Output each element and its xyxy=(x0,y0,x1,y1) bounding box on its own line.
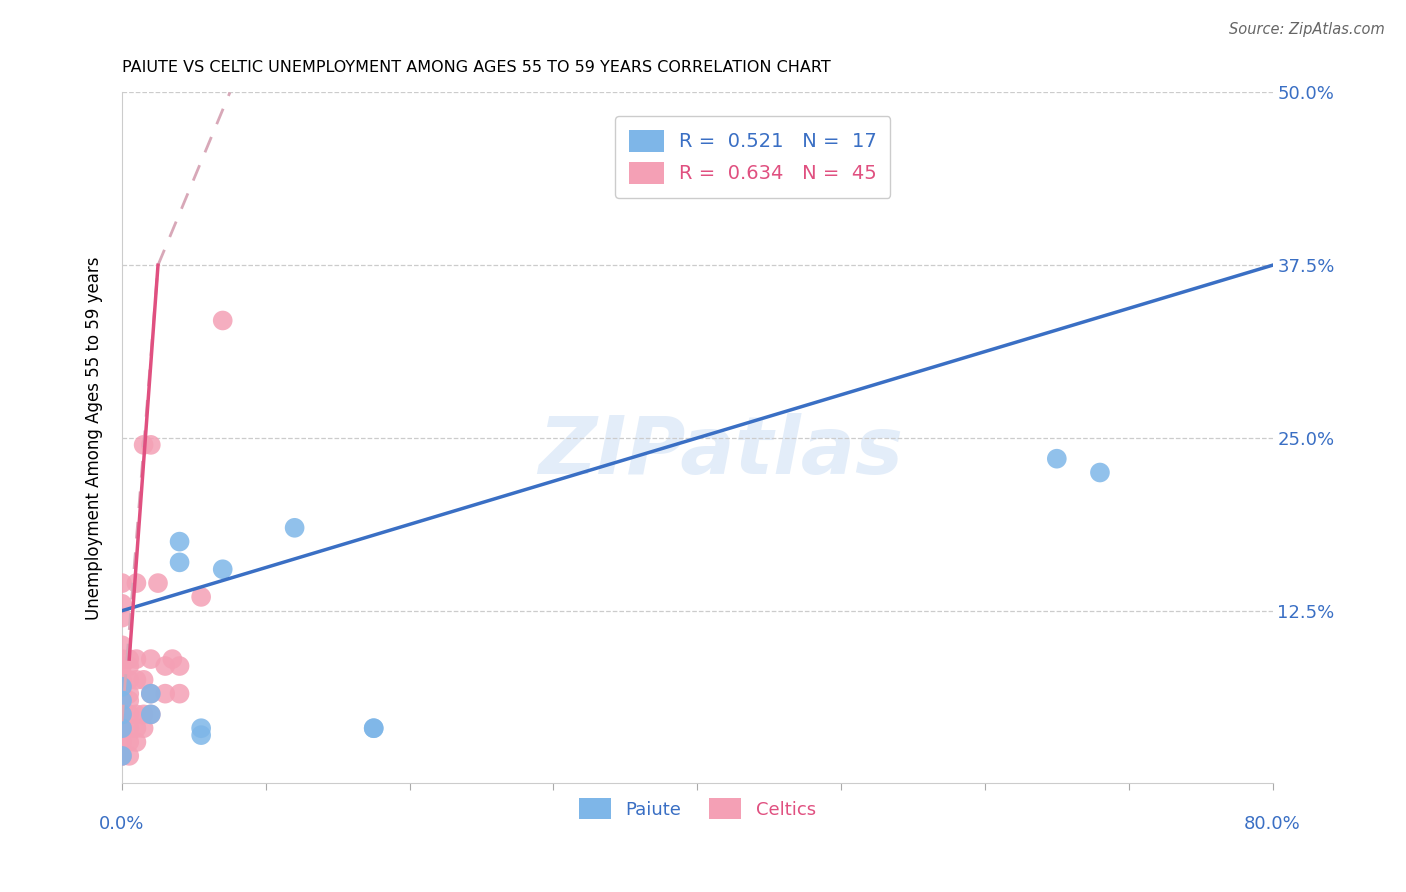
Point xyxy=(111,652,134,666)
Point xyxy=(132,707,155,722)
Point xyxy=(111,610,134,624)
Point xyxy=(139,707,162,722)
Point xyxy=(118,721,141,735)
Point xyxy=(1088,466,1111,480)
Point xyxy=(111,693,134,707)
Point xyxy=(118,693,141,707)
Point xyxy=(1046,451,1069,466)
Point xyxy=(118,735,141,749)
Point xyxy=(118,652,141,666)
Point xyxy=(139,652,162,666)
Point xyxy=(162,652,184,666)
Point xyxy=(111,638,134,652)
Text: 0.0%: 0.0% xyxy=(100,814,145,832)
Point xyxy=(284,521,307,535)
Point xyxy=(125,721,148,735)
Point xyxy=(363,721,385,735)
Point xyxy=(132,673,155,687)
Point xyxy=(111,748,134,763)
Point xyxy=(125,707,148,722)
Text: PAIUTE VS CELTIC UNEMPLOYMENT AMONG AGES 55 TO 59 YEARS CORRELATION CHART: PAIUTE VS CELTIC UNEMPLOYMENT AMONG AGES… xyxy=(122,60,831,75)
Point xyxy=(363,721,385,735)
Point xyxy=(190,590,212,604)
Point xyxy=(169,555,191,569)
Point xyxy=(190,728,212,742)
Point xyxy=(169,534,191,549)
Point xyxy=(146,576,169,591)
Point xyxy=(111,659,134,673)
Point xyxy=(211,313,233,327)
Point xyxy=(125,673,148,687)
Point xyxy=(111,721,134,735)
Point xyxy=(169,659,191,673)
Point xyxy=(153,659,176,673)
Point xyxy=(111,673,134,687)
Point xyxy=(118,707,141,722)
Point xyxy=(125,652,148,666)
Point xyxy=(211,562,233,576)
Legend: Paiute, Celtics: Paiute, Celtics xyxy=(572,791,823,826)
Point xyxy=(169,687,191,701)
Point xyxy=(139,438,162,452)
Point xyxy=(111,700,134,714)
Y-axis label: Unemployment Among Ages 55 to 59 years: Unemployment Among Ages 55 to 59 years xyxy=(86,256,103,620)
Point xyxy=(125,576,148,591)
Point xyxy=(132,721,155,735)
Text: Source: ZipAtlas.com: Source: ZipAtlas.com xyxy=(1229,22,1385,37)
Point xyxy=(111,680,134,694)
Point xyxy=(118,748,141,763)
Point xyxy=(118,673,141,687)
Point xyxy=(111,597,134,611)
Point xyxy=(153,687,176,701)
Point xyxy=(111,707,134,722)
Point xyxy=(190,721,212,735)
Point xyxy=(139,687,162,701)
Point xyxy=(111,721,134,735)
Point xyxy=(118,687,141,701)
Point xyxy=(125,735,148,749)
Point xyxy=(118,659,141,673)
Text: ZIPatlas: ZIPatlas xyxy=(538,413,903,491)
Point xyxy=(111,576,134,591)
Text: 80.0%: 80.0% xyxy=(1244,814,1301,832)
Point xyxy=(111,748,134,763)
Point xyxy=(139,687,162,701)
Point xyxy=(132,438,155,452)
Point xyxy=(111,748,134,763)
Point xyxy=(111,707,134,722)
Point xyxy=(139,707,162,722)
Point xyxy=(111,735,134,749)
Point xyxy=(111,687,134,701)
